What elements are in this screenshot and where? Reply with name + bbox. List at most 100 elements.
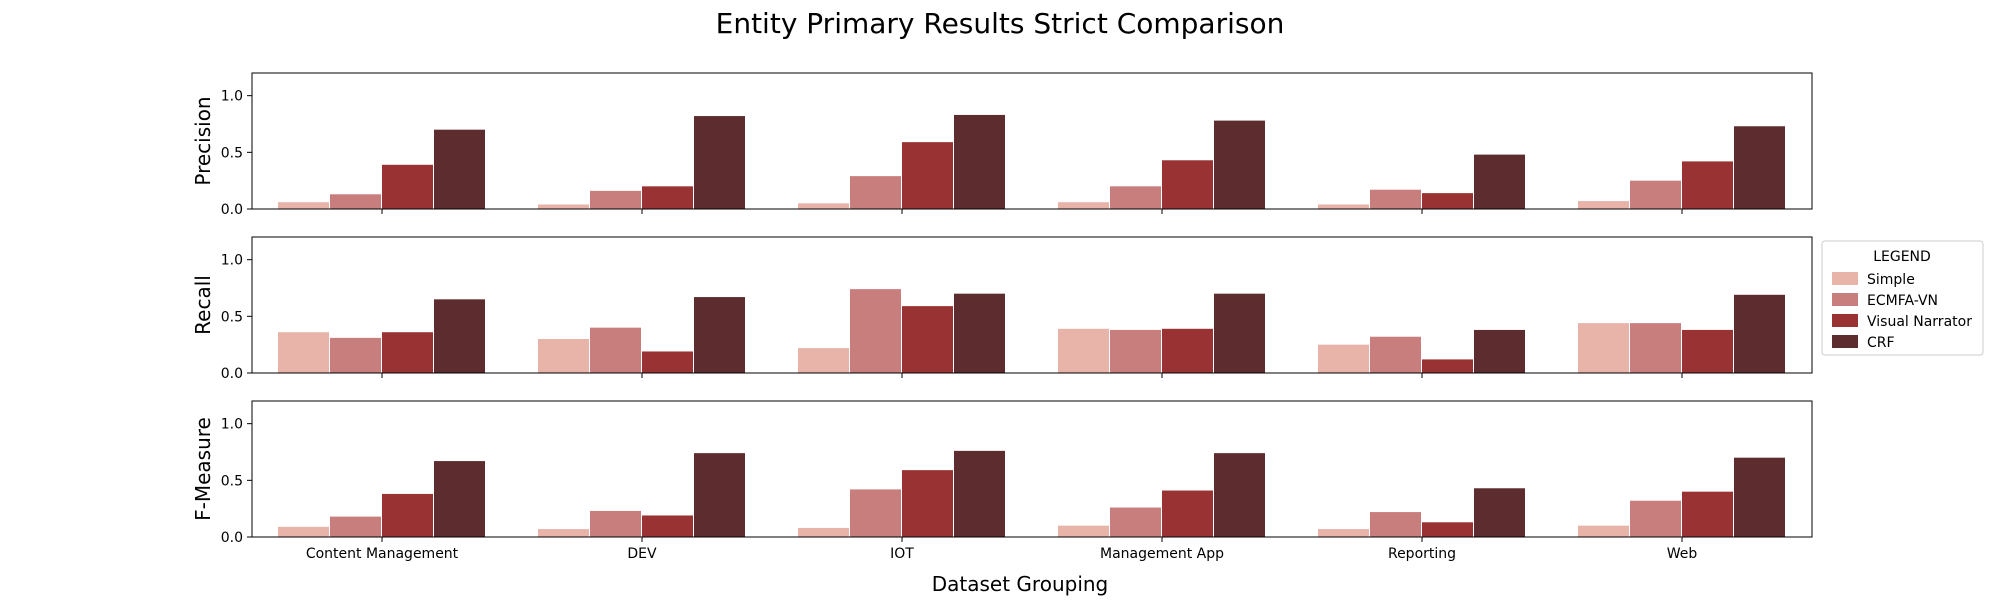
bar <box>902 142 953 209</box>
bar <box>694 116 745 209</box>
bar <box>1318 204 1369 209</box>
bar <box>1734 457 1785 537</box>
panel-f-measure: 0.0 0.5 1.0 Content Management DEV IOT Managem… <box>191 400 1813 562</box>
bar <box>1214 293 1265 373</box>
bar <box>1474 488 1525 537</box>
legend-frame <box>1821 240 1984 356</box>
bar <box>1578 201 1629 209</box>
bar <box>1214 453 1265 537</box>
bar <box>850 289 901 373</box>
bar <box>278 202 329 209</box>
bar <box>1058 328 1109 373</box>
bar <box>1318 344 1369 373</box>
bar <box>850 176 901 209</box>
bar <box>694 453 745 537</box>
y-tick-label: 0.5 <box>221 145 243 161</box>
legend-swatch <box>1832 314 1858 327</box>
chart-panels: 0.0 0.5 1.0 Precision 0.0 0.5 1.0 Recall 0.0 0.5 1… <box>191 72 1813 562</box>
bar <box>954 450 1005 537</box>
bar <box>850 489 901 537</box>
bar <box>1682 329 1733 373</box>
bar <box>1110 186 1161 209</box>
plot-frame <box>251 236 1813 374</box>
bar <box>1734 294 1785 373</box>
plot-frame <box>251 400 1813 538</box>
chart-title: Entity Primary Results Strict Comparison <box>716 7 1285 40</box>
bar <box>434 299 485 373</box>
y-tick-label: 1.0 <box>221 89 243 105</box>
bar <box>1630 500 1681 537</box>
y-tick-label: 0.5 <box>221 309 243 325</box>
bar <box>590 190 641 209</box>
bar <box>538 204 589 209</box>
y-tick-label: 0.0 <box>221 202 243 218</box>
y-tick-label: 0.5 <box>221 473 243 489</box>
bar <box>1578 525 1629 537</box>
x-tick-label: Content Management <box>306 546 459 562</box>
legend-swatch <box>1832 293 1858 306</box>
bar <box>590 510 641 537</box>
x-tick-label: IOT <box>890 546 914 562</box>
bar <box>1682 161 1733 209</box>
bar <box>902 306 953 373</box>
bar <box>1422 522 1473 537</box>
bar <box>538 529 589 537</box>
bar <box>1422 359 1473 373</box>
y-tick-label: 1.0 <box>221 253 243 269</box>
legend-swatch <box>1832 272 1858 285</box>
bar <box>1734 126 1785 209</box>
bar <box>1682 491 1733 537</box>
bar <box>1058 525 1109 537</box>
bar <box>278 332 329 373</box>
legend-swatch <box>1832 335 1858 348</box>
bar <box>1110 329 1161 373</box>
bar <box>642 186 693 209</box>
legend-entry: ECMFA-VN <box>1867 293 1938 309</box>
bar <box>902 470 953 537</box>
bar <box>1370 189 1421 209</box>
bar <box>1058 202 1109 209</box>
bar <box>1578 323 1629 373</box>
bar <box>278 526 329 537</box>
x-tick-label: DEV <box>627 546 657 562</box>
bar <box>330 337 381 373</box>
legend-entry: Visual Narrator <box>1867 314 1972 330</box>
y-tick-label: 0.0 <box>221 366 243 382</box>
legend-title: LEGEND <box>1873 249 1931 265</box>
bar <box>798 527 849 537</box>
bar <box>1474 154 1525 209</box>
plot-frame <box>251 72 1813 210</box>
x-axis-label: Dataset Grouping <box>932 572 1109 596</box>
legend: LEGEND Simple ECMFA-VN Visual Narrator CRF <box>1821 240 1984 356</box>
bar <box>538 339 589 373</box>
bar <box>642 515 693 537</box>
bar <box>1318 529 1369 537</box>
bar <box>1110 507 1161 537</box>
x-tick-label: Management App <box>1100 546 1224 562</box>
panel-precision: 0.0 0.5 1.0 Precision <box>191 72 1813 218</box>
bar <box>798 203 849 209</box>
bar <box>1370 336 1421 373</box>
bar <box>1162 160 1213 209</box>
bar <box>1162 328 1213 373</box>
bar <box>382 493 433 537</box>
bar <box>954 293 1005 373</box>
bar <box>1370 512 1421 537</box>
bar <box>330 516 381 537</box>
legend-entry: CRF <box>1867 335 1895 351</box>
bar <box>1474 329 1525 373</box>
bar <box>1422 193 1473 209</box>
bar <box>382 332 433 373</box>
x-tick-label: Reporting <box>1388 546 1456 562</box>
panel-recall: 0.0 0.5 1.0 Recall <box>191 236 1813 382</box>
y-axis-label-f-measure: F-Measure <box>191 417 215 521</box>
y-tick-label: 1.0 <box>221 417 243 433</box>
bar <box>1162 490 1213 537</box>
bar <box>1630 180 1681 209</box>
bar <box>434 461 485 537</box>
bar <box>330 194 381 209</box>
bar <box>694 297 745 373</box>
bar <box>434 129 485 209</box>
y-axis-label-precision: Precision <box>191 96 215 185</box>
x-tick-label: Web <box>1667 546 1698 562</box>
